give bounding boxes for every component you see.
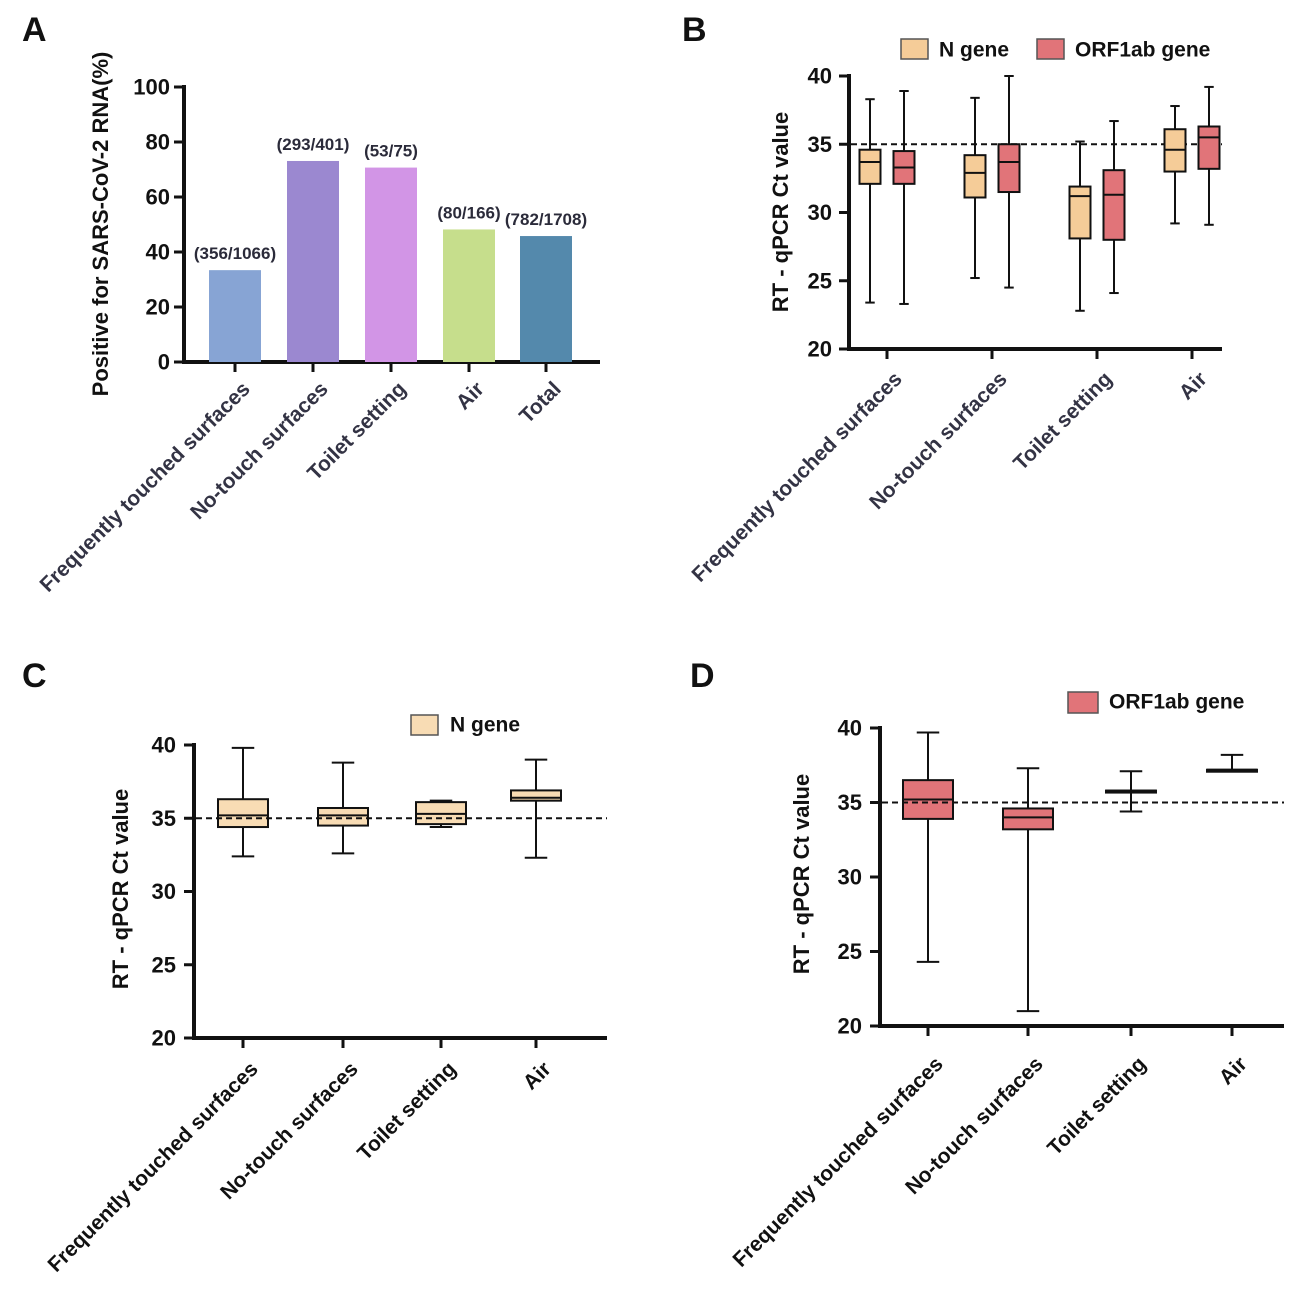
y-tick-label: 60 [146,185,170,210]
y-tick-label: 20 [808,337,832,362]
x-category-label: Frequently touched surfaces [43,1057,262,1276]
box-iqr [1197,125,1221,170]
x-category-label: Toilet setting [1043,1052,1151,1160]
legend-swatch [1036,38,1065,60]
panel-b: B 20 25 30 35 40 RT - qPCR Ct value Frequently … [682,11,1222,587]
box-iqr [217,798,269,829]
x-category-label: No-touch surfaces [186,377,333,524]
y-tick-label: 80 [146,130,170,155]
y-axis-label: RT - qPCR Ct value [789,774,814,974]
y-tick-label: 40 [838,716,862,741]
box-iqr [317,806,369,827]
panel-c: C 20 25 30 35 40 RT - qPCR Ct value Frequently … [22,657,607,1277]
box-plot [510,758,562,859]
box-plot [1206,753,1258,773]
y-tick-label: 20 [152,1026,176,1051]
box-plot [1105,770,1157,813]
y-tick-label: 40 [152,733,176,758]
x-category-label: Total [515,377,566,428]
y-tick-label: 30 [152,879,176,904]
y-axis-label: Positive for SARS-CoV-2 RNA(%) [88,52,113,397]
legend-label: ORF1ab gene [1109,691,1244,714]
bar [365,167,417,362]
legend-swatch [410,714,439,736]
box-plot [1102,120,1126,295]
box-iqr [1068,185,1092,240]
panel-letter: D [690,657,715,695]
bar-data-label: (356/1066) [194,244,276,263]
y-tick-label: 40 [808,64,832,89]
x-category-label: Air [519,1057,556,1094]
bar [443,229,495,362]
box-plot [317,761,369,855]
bar-data-label: (80/166) [437,203,500,222]
box-plot [1163,105,1187,225]
panel-a: A 0 20 40 60 80 100 Positive for SARS-CoV-2 RNA… [22,11,600,597]
box-plot [415,799,467,829]
y-tick-label: 20 [146,295,170,320]
legend: N gene [410,714,520,737]
y-tick-label: 100 [133,75,170,100]
y-tick-label: 40 [146,240,170,265]
legend-swatch [1067,691,1099,714]
bar-data-label: (53/75) [364,142,418,161]
panel-letter: A [22,11,47,49]
box-plot [858,98,882,304]
y-tick-label: 25 [152,952,176,977]
x-category-label: Frequently touched surfaces [687,367,906,586]
y-tick-label: 0 [158,350,170,375]
bar [287,160,339,362]
y-tick-label: 25 [808,268,832,293]
legend-swatch [900,38,929,60]
box-iqr [1002,807,1054,831]
panel-d: D 20 25 30 35 40 RT - qPCR Ct value Frequently … [690,657,1284,1272]
legend-label: N gene [450,714,520,737]
legend: ORF1ab gene [1067,691,1244,714]
x-category-label: Toilet setting [353,1057,461,1165]
bar [209,270,261,362]
box-plot [963,96,987,280]
box-iqr [1102,169,1126,241]
box-iqr [510,789,562,802]
box-iqr [997,143,1021,194]
bar [520,236,572,362]
y-tick-label: 20 [838,1014,862,1039]
box-plot [902,731,954,963]
box-iqr [963,154,987,199]
y-tick-label: 35 [838,790,862,815]
y-tick-label: 35 [808,132,832,157]
legend: N gene ORF1ab gene [900,38,1210,62]
legend-label: ORF1ab gene [1075,39,1210,62]
panel-letter: B [682,11,707,49]
box-plot [1068,140,1092,312]
box-plot [892,90,916,305]
y-axis-label: RT - qPCR Ct value [768,112,793,312]
x-category-label: Air [1175,367,1212,404]
box-iqr [858,148,882,185]
y-tick-label: 25 [838,939,862,964]
legend-label: N gene [939,39,1009,62]
x-category-label: Toilet setting [1009,367,1117,475]
panel-letter: C [22,657,47,695]
x-category-label: Air [452,377,489,414]
box-plot [1197,85,1221,226]
x-category-label: Air [1215,1052,1252,1089]
bar-data-label: (293/401) [277,135,350,154]
bar-data-label: (782/1708) [505,210,587,229]
y-axis-label: RT - qPCR Ct value [108,789,133,989]
box-plot [1002,767,1054,1013]
box-plot [997,75,1021,289]
y-tick-label: 30 [838,865,862,890]
y-tick-label: 30 [808,200,832,225]
x-category-label: Frequently touched surfaces [728,1052,947,1271]
y-tick-label: 35 [152,806,176,831]
box-plot [217,746,269,858]
